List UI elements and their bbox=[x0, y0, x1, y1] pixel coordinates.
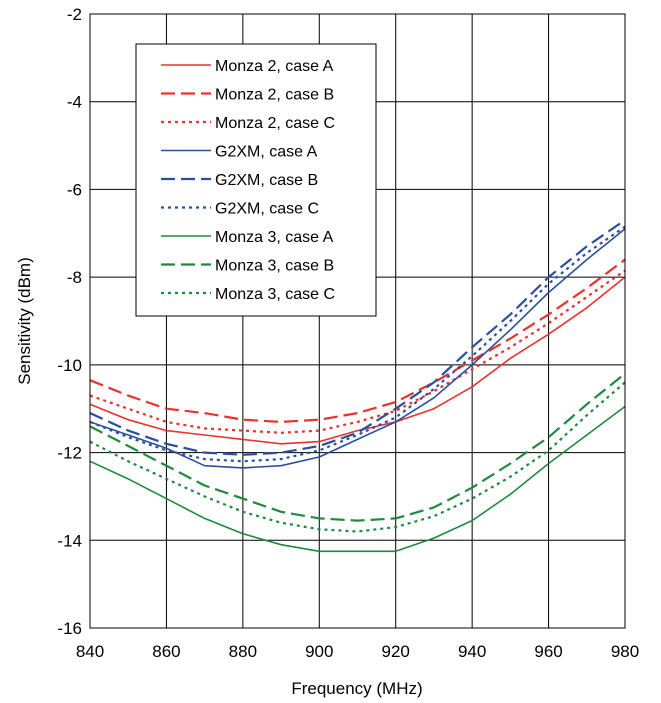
series-line-4 bbox=[89, 228, 626, 469]
series-line-5 bbox=[89, 219, 626, 456]
legend-label: Monza 3, case B bbox=[215, 258, 334, 275]
legend-label: G2XM, case B bbox=[215, 172, 318, 189]
y-tick-label: -2 bbox=[67, 5, 82, 24]
series-line-6 bbox=[89, 225, 626, 463]
series-line-3 bbox=[89, 269, 626, 434]
x-axis-title: Frequency (MHz) bbox=[291, 679, 422, 698]
x-tick-label: 840 bbox=[76, 642, 104, 661]
legend-label: Monza 3, case C bbox=[215, 286, 335, 303]
x-tick-label: 940 bbox=[458, 642, 486, 661]
y-tick-label: -6 bbox=[67, 180, 82, 199]
y-tick-label: -14 bbox=[57, 531, 82, 550]
x-tick-label: 880 bbox=[229, 642, 257, 661]
y-axis-title: Sensitivity (dBm) bbox=[15, 257, 34, 385]
x-tick-label: 900 bbox=[305, 642, 333, 661]
x-tick-labels: 840 860 880 900 920 940 960 980 bbox=[76, 642, 639, 661]
legend-label: Monza 3, case A bbox=[215, 229, 334, 246]
legend-label: Monza 2, case B bbox=[215, 87, 334, 104]
y-tick-label: -4 bbox=[67, 93, 82, 112]
series-line-1 bbox=[89, 276, 626, 445]
series-line-7 bbox=[89, 405, 626, 553]
y-tick-labels: -2 -4 -6 -8 -10 -12 -14 -16 bbox=[57, 5, 82, 638]
legend-label: G2XM, case A bbox=[215, 144, 318, 161]
y-tick-label: -8 bbox=[67, 268, 82, 287]
x-tick-label: 980 bbox=[611, 642, 639, 661]
x-tick-label: 960 bbox=[534, 642, 562, 661]
y-tick-label: -12 bbox=[57, 444, 82, 463]
series-line-9 bbox=[89, 381, 626, 533]
legend-label: Monza 2, case A bbox=[215, 58, 334, 75]
y-tick-label: -10 bbox=[57, 356, 82, 375]
legend-label: G2XM, case C bbox=[215, 201, 319, 218]
legend-box bbox=[135, 43, 377, 317]
y-tick-label: -16 bbox=[57, 619, 82, 638]
series-line-8 bbox=[89, 372, 626, 522]
series-layer bbox=[89, 219, 626, 553]
x-tick-label: 920 bbox=[382, 642, 410, 661]
x-tick-label: 860 bbox=[152, 642, 180, 661]
legend: Monza 2, case A Monza 2, case B Monza 2, c… bbox=[135, 43, 377, 317]
plot-frame bbox=[89, 13, 626, 629]
legend-label: Monza 2, case C bbox=[215, 115, 335, 132]
